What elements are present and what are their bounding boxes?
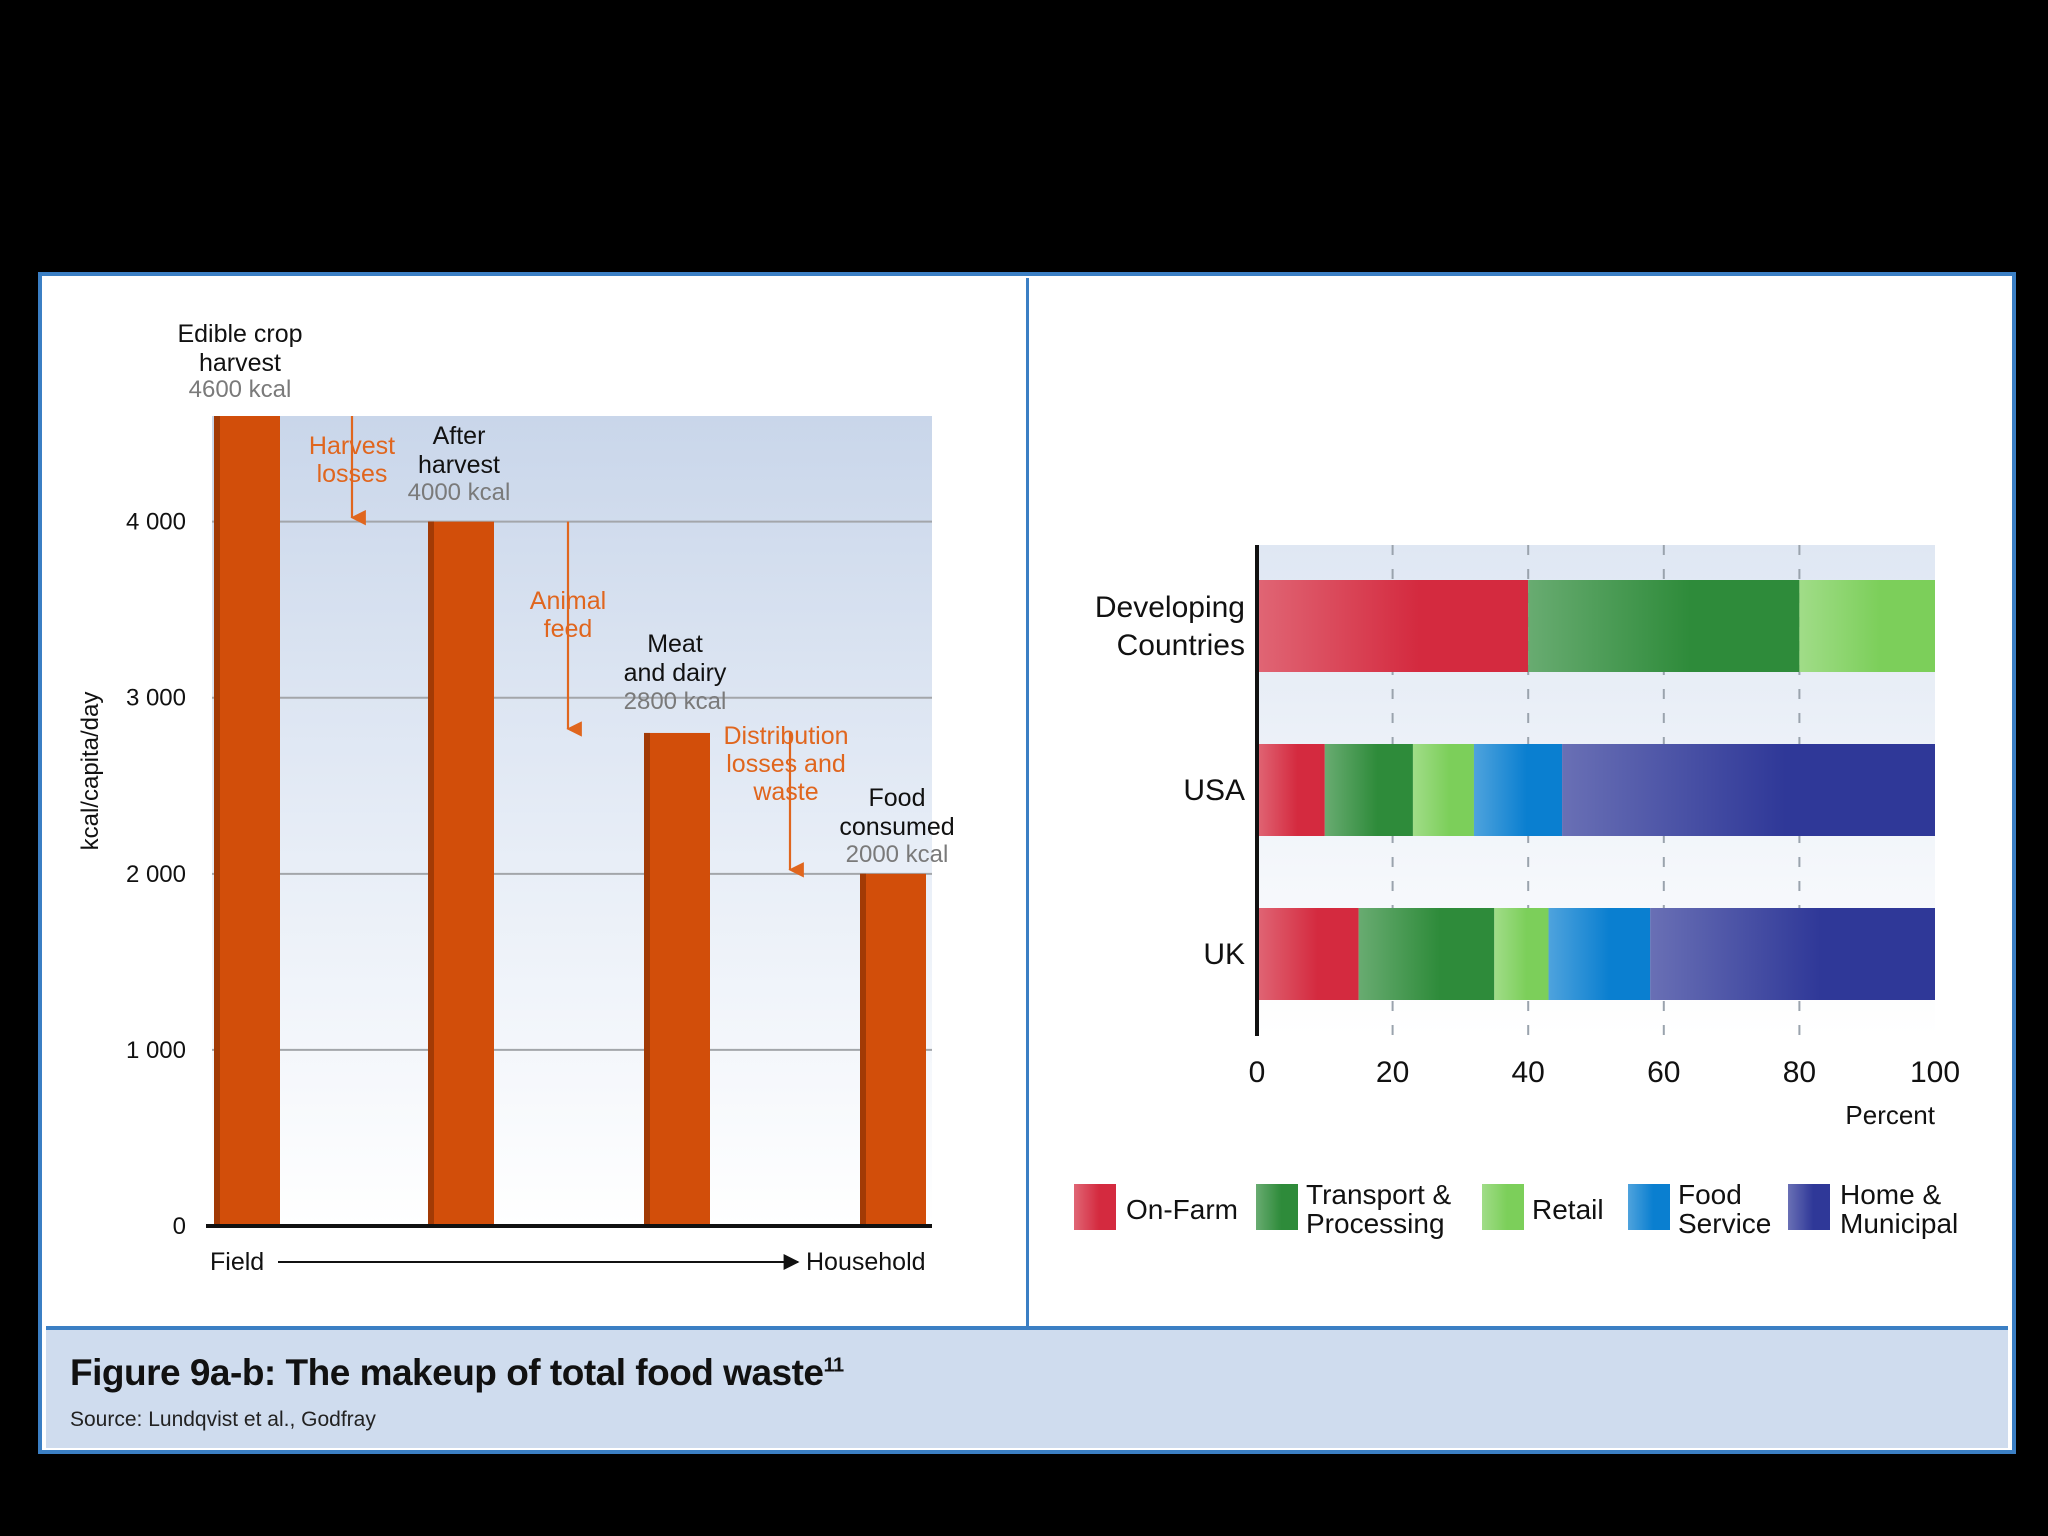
x-tick-label: 100 [1910,1056,1960,1089]
x-tick-label: 20 [1376,1056,1409,1089]
bar-value-label: 2000 kcal [846,841,949,868]
legend-swatch-highlight [1482,1184,1524,1230]
bar-shade [644,732,650,1226]
segment-highlight [1257,744,1325,836]
legend-label-line: Municipal [1840,1208,1958,1239]
legend-swatch-highlight [1788,1184,1830,1230]
legend-label-line: Service [1678,1208,1771,1239]
legend-item-on-farm: On-Farm [1074,1184,1238,1230]
legend-label-line: Processing [1306,1208,1445,1239]
category-label-usa-line: USA [1183,774,1245,807]
category-label-uk-line: UK [1203,938,1245,971]
segment-highlight [1324,744,1413,836]
segment-highlight [1257,580,1529,672]
bar-edible-crop-harvest [214,416,280,1226]
x-axis-end-label: Household [806,1248,926,1276]
bar-food-consumed [860,873,926,1226]
segment-highlight [1358,908,1495,1000]
bar-label-after-harvest-line: harvest [418,451,500,479]
legend-item-home-municipal: Home &Municipal [1788,1179,1958,1239]
bar-shade [214,416,220,1226]
figure-source: Source: Lundqvist et al., Godfray [70,1408,376,1431]
bar-label-after-harvest-line: After [433,422,486,450]
figure-title: Figure 9a-b: The makeup of total food wa… [70,1352,844,1394]
legend-label-line: Retail [1532,1194,1604,1225]
bar-label-food-consumed-line: consumed [839,813,954,841]
loss-label-distribution-losses-line: Distribution [723,722,848,750]
segment-highlight [1473,744,1563,836]
loss-label-animal-feed-line: feed [544,615,593,643]
loss-label-animal-feed-line: Animal [530,587,606,615]
bar-shade [860,873,866,1226]
x-tick-label: 80 [1783,1056,1816,1089]
x-tick-label: 40 [1512,1056,1545,1089]
segment-highlight [1494,908,1549,1000]
x-axis-start-label: Field [210,1248,264,1276]
bar-value-label: 4000 kcal [408,479,511,506]
plot-background [212,416,932,1226]
bar-label-edible-crop-harvest-line: Edible crop [177,320,302,348]
y-tick-label: 2 000 [126,861,186,888]
loss-label-harvest-losses-line: losses [317,460,388,488]
calorie-flow-chart: 0 1 000 2 000 3 000 4 000 kcal/capita/day Edib… [77,320,955,1276]
segment-highlight [1650,908,1935,1000]
y-tick-label: 1 000 [126,1037,186,1064]
bar-value-label: 2800 kcal [624,688,727,715]
legend-item-retail: Retail [1482,1184,1604,1230]
segment-highlight [1562,744,1935,836]
legend: On-Farm Transport &Processing Retail FoodSe… [1074,1179,1958,1239]
food-waste-share-chart: Developing Countries USA UK 0 20 40 60 80 100 Perc… [1074,545,1960,1239]
category-label-developing-countries-line: Countries [1117,629,1245,662]
legend-label-line: Food [1678,1179,1742,1210]
legend-swatch-highlight [1256,1184,1298,1230]
segment-highlight [1799,580,1935,672]
footnote-marker: 11 [823,1354,845,1377]
bar-value-label: 4600 kcal [189,376,292,403]
x-tick-label: 0 [1249,1056,1266,1089]
segment-highlight [1412,744,1474,836]
x-axis-label: Percent [1845,1100,1935,1130]
legend-label-line: On-Farm [1126,1194,1238,1225]
y-tick-label: 4 000 [126,509,186,536]
bar-after-harvest [428,521,494,1226]
segment-highlight [1528,580,1800,672]
legend-swatch-highlight [1628,1184,1670,1230]
y-tick-label: 0 [173,1213,186,1240]
legend-swatch-highlight [1074,1184,1116,1230]
y-axis-label: kcal/capita/day [77,692,104,851]
figure-title-text: Figure 9a-b: The makeup of total food wa… [70,1352,824,1393]
bar-label-meat-and-dairy-line: Meat [647,630,703,658]
bar-label-meat-and-dairy-line: and dairy [624,659,727,687]
x-tick-label: 60 [1647,1056,1680,1089]
bar-label-edible-crop-harvest-line: harvest [199,349,281,377]
bar-shade [428,521,434,1226]
loss-label-distribution-losses-line: waste [752,778,818,806]
legend-label-line: Home & [1840,1179,1941,1210]
figure-caption: Figure 9a-b: The makeup of total food wa… [46,1326,2008,1448]
loss-label-harvest-losses-line: Harvest [309,432,395,460]
bar-label-food-consumed-line: Food [869,784,926,812]
segment-highlight [1548,908,1651,1000]
y-tick-label: 3 000 [126,685,186,712]
legend-item-transport-processing: Transport &Processing [1256,1179,1452,1239]
loss-label-distribution-losses-line: losses and [726,750,846,778]
bar-meat-and-dairy [644,732,710,1226]
segment-highlight [1257,908,1359,1000]
legend-label-line: Transport & [1306,1179,1452,1210]
category-label-developing-countries-line: Developing [1095,591,1245,624]
panel-divider [1026,278,1029,1326]
